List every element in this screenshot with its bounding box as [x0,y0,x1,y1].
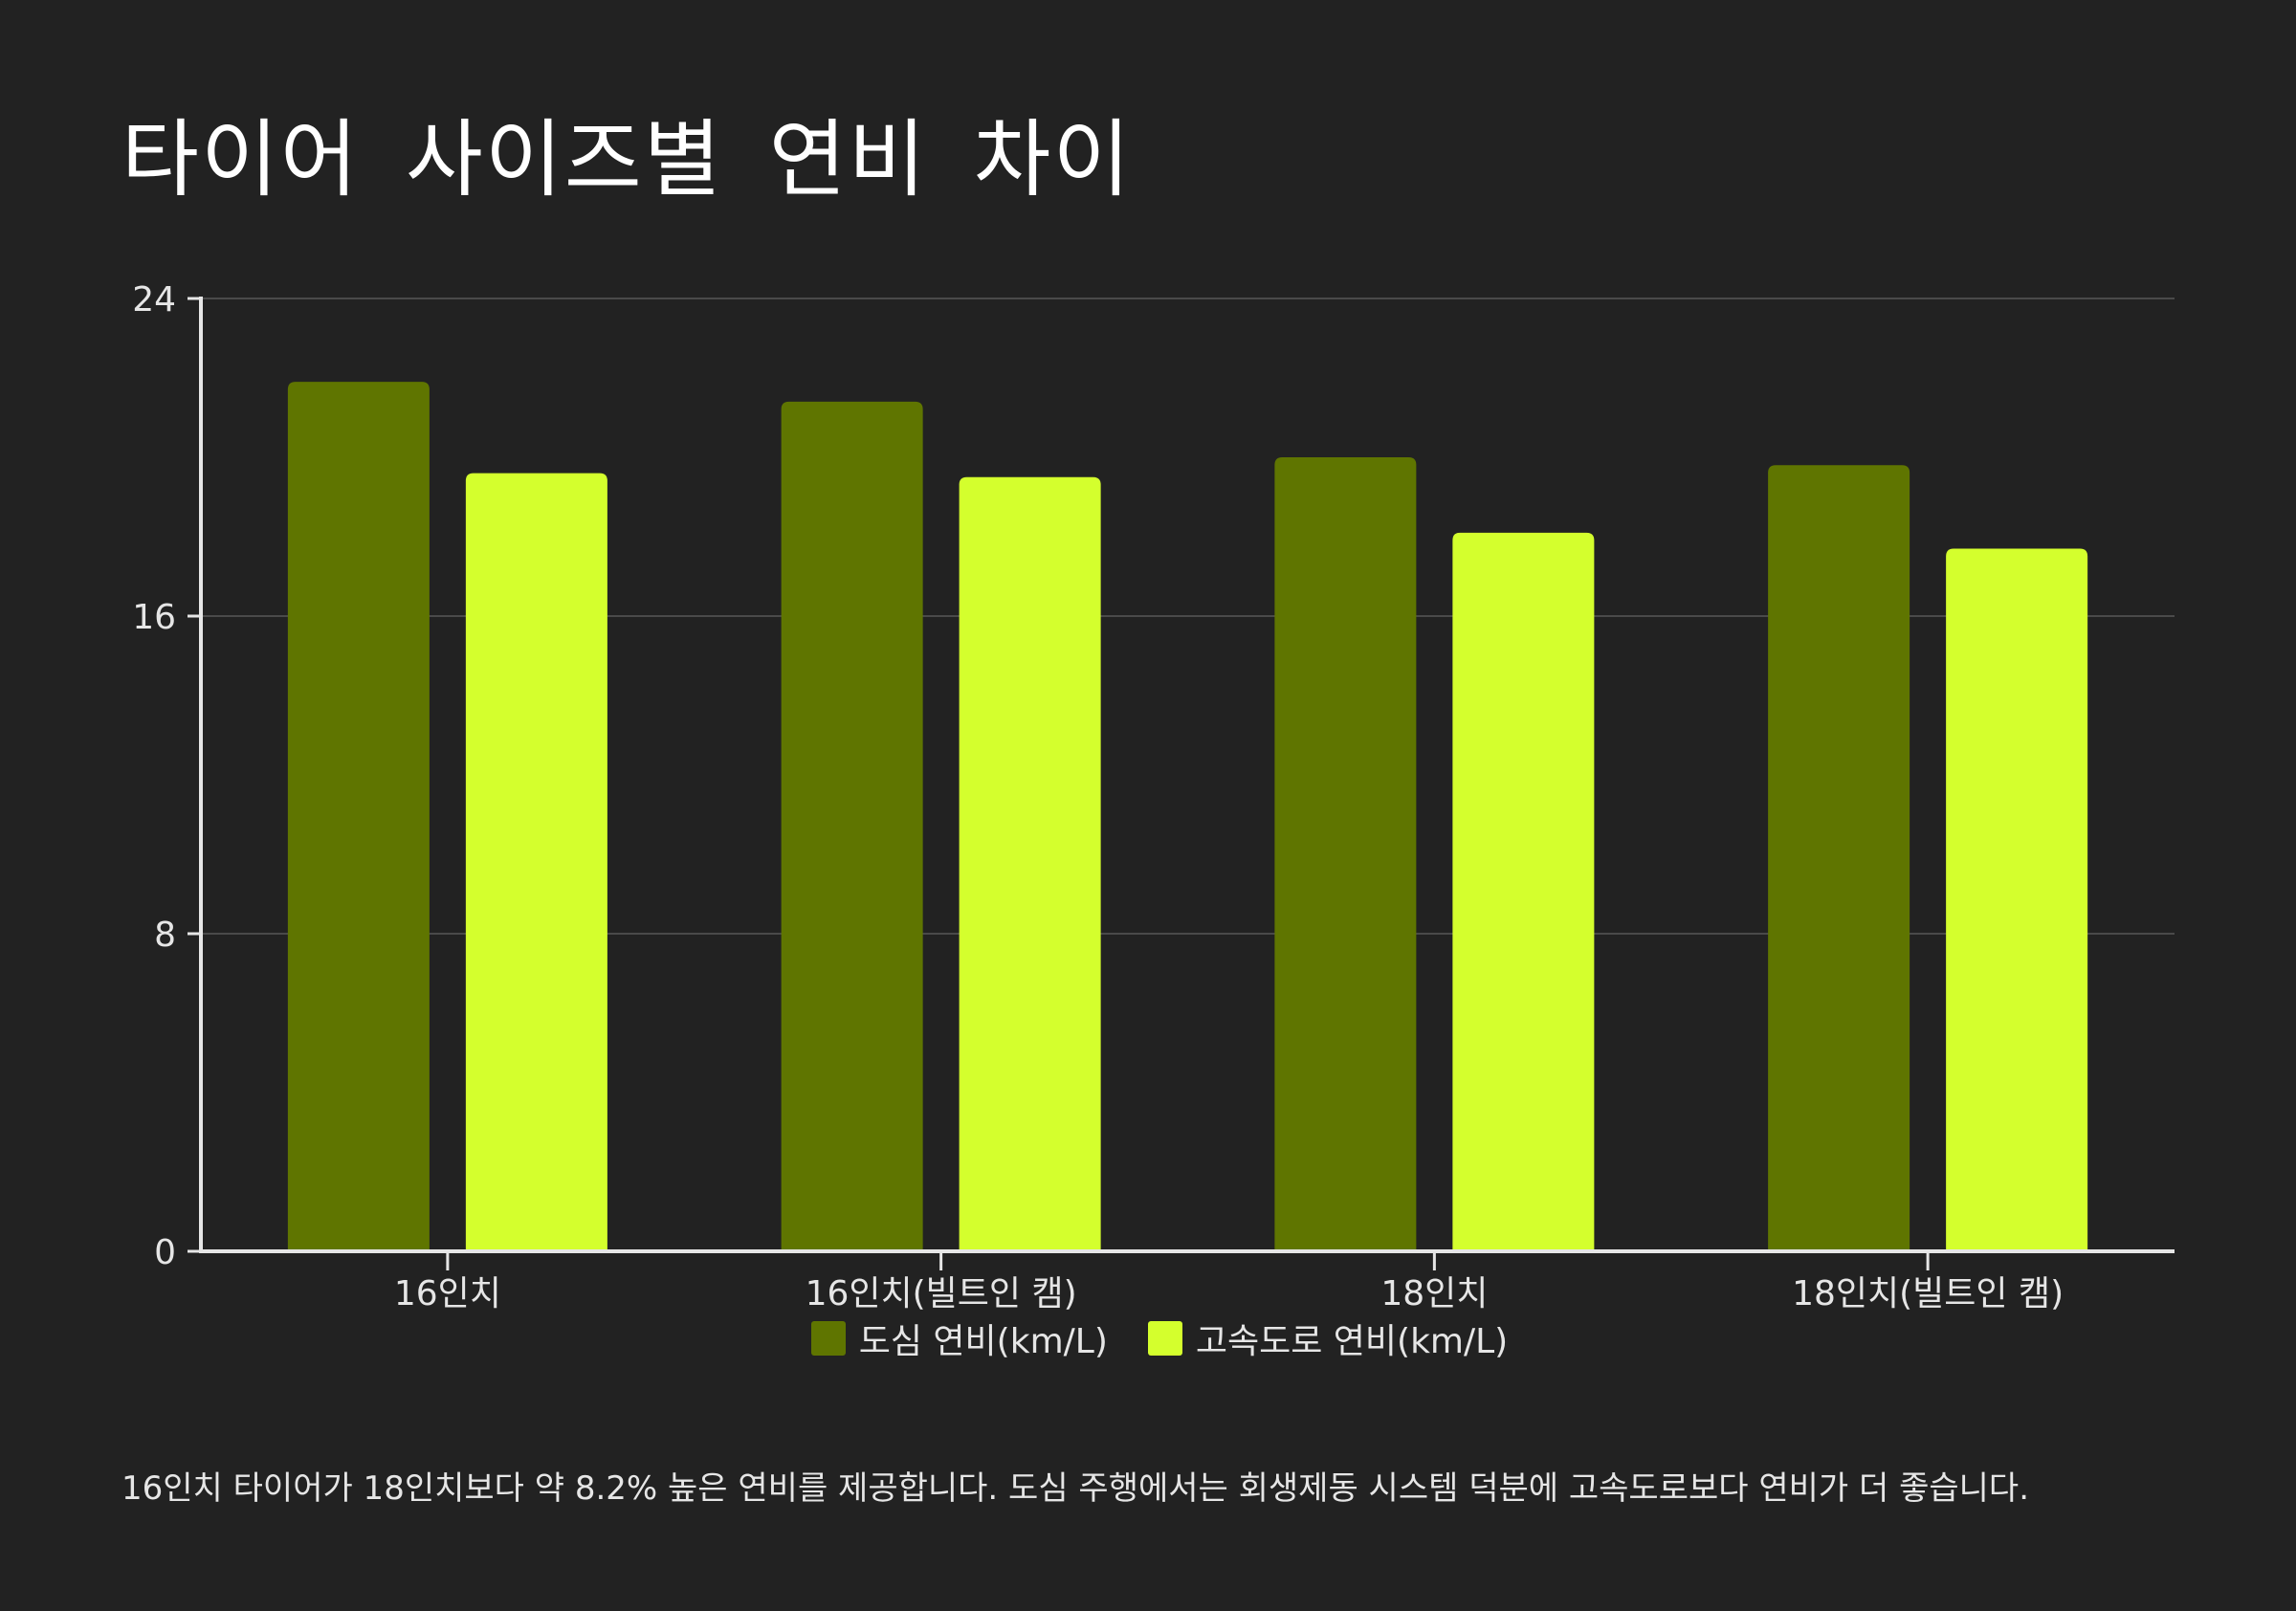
bar-city-2[interactable] [1274,457,1417,1251]
tick-labels: 0 8 16 24 16인치 16인치(빌트인 캠) 18인치 18인치(빌트인 캠) [132,280,2064,1313]
footnote: 16인치 타이어가 18인치보다 약 8.2% 높은 연비를 제공합니다. 도심… [121,1469,2029,1508]
legend: 도심 연비(km/L) 고속도로 연비(km/L) [0,1313,2296,1363]
x-tick-label: 16인치 [394,1274,501,1313]
legend-label-city: 도심 연비(km/L) [858,1322,1108,1361]
legend-item-highway[interactable]: 고속도로 연비(km/L) [1147,1313,1509,1363]
bar-highway-0[interactable] [465,473,607,1252]
y-tick-label: 16 [132,598,176,637]
axes [188,297,2175,1270]
x-tick-label: 18인치 [1380,1274,1488,1313]
bar-highway-1[interactable] [959,476,1101,1251]
legend-swatch-city [810,1321,846,1356]
legend-swatch-highway [1147,1321,1182,1356]
bars [287,382,2088,1252]
y-tick-label: 24 [132,280,176,320]
y-tick-label: 0 [154,1233,176,1272]
x-tick-label: 16인치(빌트인 캠) [806,1274,1077,1313]
bar-highway-3[interactable] [1946,548,2088,1251]
y-tick-label: 8 [154,916,176,955]
x-tick-label: 18인치(빌트인 캠) [1792,1274,2064,1313]
bar-city-0[interactable] [287,382,430,1251]
bar-city-1[interactable] [781,401,923,1251]
chart-title: 타이어 사이즈별 연비 차이 [121,110,1133,209]
bar-city-3[interactable] [1768,465,1910,1251]
legend-item-city[interactable]: 도심 연비(km/L) [810,1313,1108,1363]
bar-highway-2[interactable] [1452,532,1595,1251]
legend-label-highway: 고속도로 연비(km/L) [1195,1322,1509,1361]
